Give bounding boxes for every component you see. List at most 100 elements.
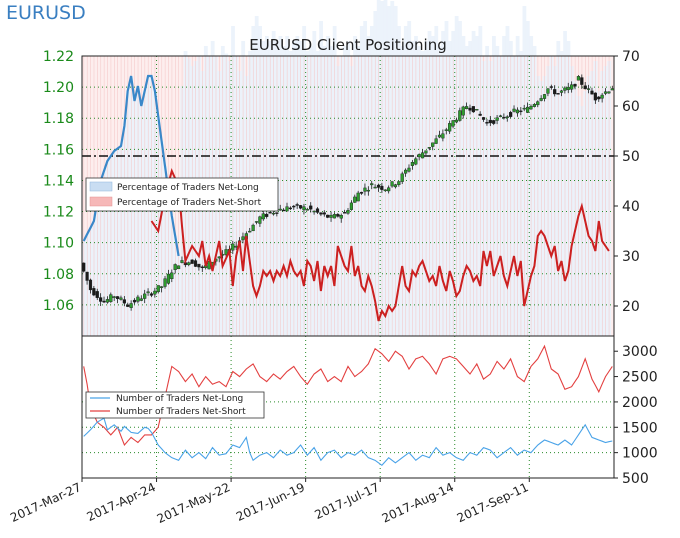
net-short-hatch — [466, 56, 468, 336]
candle-body — [586, 88, 591, 90]
legend2-label-long: Number of Traders Net-Long — [116, 394, 243, 404]
candle-body — [153, 290, 157, 295]
legend-swatch-long — [89, 181, 113, 192]
candle-body — [502, 116, 506, 119]
net-short-hatch — [297, 56, 298, 336]
candle-body — [383, 189, 387, 192]
net-short-hatch — [381, 56, 383, 336]
candle-body — [99, 297, 103, 302]
net-short-hatch — [452, 56, 454, 336]
x-tick-label: 2017-Sep-11 — [455, 480, 531, 525]
candle-body — [319, 212, 323, 215]
net-short-hatch — [574, 56, 576, 336]
y2-tick-label: 1000 — [622, 446, 658, 462]
net-short-hatch — [425, 56, 427, 336]
candle-body — [468, 107, 472, 111]
net-short-hatch — [310, 56, 312, 336]
y-left-tick-label: 1.10 — [43, 236, 74, 252]
candle-body — [265, 213, 269, 217]
net-short-hatch — [463, 56, 464, 336]
candle-body — [380, 185, 384, 190]
net-short-hatch — [412, 56, 413, 336]
candle-body — [102, 300, 106, 303]
net-short-hatch — [368, 56, 369, 336]
candle-body — [139, 298, 143, 301]
candle-body — [597, 96, 601, 100]
candle-body — [326, 214, 330, 218]
net-short-hatch — [517, 56, 518, 336]
candle-body — [356, 192, 360, 202]
candle-body — [271, 212, 276, 215]
candle-body — [458, 110, 462, 121]
candle-body — [448, 123, 452, 132]
candle-body — [522, 107, 526, 110]
y2-tick-label: 2000 — [622, 395, 658, 411]
candle-body — [444, 129, 448, 131]
candle-body — [593, 92, 597, 101]
candle-body — [160, 286, 164, 288]
net-short-hatch — [330, 56, 332, 336]
candle-body — [580, 77, 584, 85]
candle-body — [173, 264, 177, 270]
candle-body — [603, 91, 608, 94]
net-short-hatch — [503, 56, 505, 336]
y-left-tick-label: 1.14 — [43, 173, 74, 189]
candle-body — [454, 119, 459, 123]
candle-body — [258, 216, 262, 224]
candle-body — [404, 169, 408, 174]
net-short-hatch — [432, 56, 434, 336]
net-short-hatch — [327, 56, 329, 336]
candle-body — [122, 299, 126, 304]
net-short-hatch — [351, 56, 352, 336]
candle-body — [370, 183, 374, 186]
candle-body — [197, 263, 201, 268]
net-short-hatch — [422, 56, 423, 336]
candle-body — [373, 186, 377, 189]
candle-body — [129, 303, 133, 308]
net-short-hatch — [578, 56, 579, 336]
net-short-hatch — [435, 56, 437, 336]
candle-body — [143, 293, 147, 299]
candle-body — [488, 119, 492, 124]
net-short-hatch — [371, 56, 373, 336]
y-right-tick-label: 70 — [622, 49, 640, 65]
net-short-hatch — [476, 56, 478, 336]
net-short-hatch — [391, 56, 393, 336]
candle-body — [353, 196, 357, 203]
candle-body — [248, 230, 252, 233]
candle-body — [576, 76, 581, 81]
candle-body — [610, 88, 614, 91]
net-short-hatch — [388, 56, 390, 336]
net-short-hatch — [286, 56, 288, 336]
candle-body — [471, 106, 475, 113]
candle-body — [298, 205, 303, 209]
candle-body — [288, 207, 292, 210]
net-short-hatch — [510, 56, 512, 336]
candle-body — [187, 262, 191, 266]
net-short-hatch — [307, 56, 308, 336]
candle-body — [261, 213, 265, 220]
net-short-hatch — [571, 56, 573, 336]
candle-body — [566, 86, 570, 90]
net-short-hatch — [608, 56, 610, 336]
page-title: EURUSD — [6, 2, 86, 24]
candle-body — [376, 184, 381, 188]
y-left-tick-label: 1.18 — [43, 111, 74, 127]
candle-body — [583, 85, 587, 90]
legend-swatch-short — [89, 196, 113, 207]
candle-body — [573, 83, 577, 87]
chart-title: EURUSD Client Positioning — [249, 36, 447, 54]
candle-body — [146, 291, 150, 294]
candle-body — [600, 94, 604, 99]
y-right-tick-label: 20 — [622, 299, 640, 315]
candle-body — [542, 94, 547, 99]
net-short-hatch — [598, 56, 600, 336]
net-short-hatch — [544, 56, 545, 336]
net-short-hatch — [442, 56, 444, 336]
candle-body — [529, 105, 533, 110]
net-short-hatch — [490, 56, 491, 336]
net-short-hatch — [408, 56, 410, 336]
y-right-tick-label: 40 — [622, 199, 640, 215]
net-short-hatch — [588, 56, 590, 336]
candle-body — [132, 299, 137, 303]
